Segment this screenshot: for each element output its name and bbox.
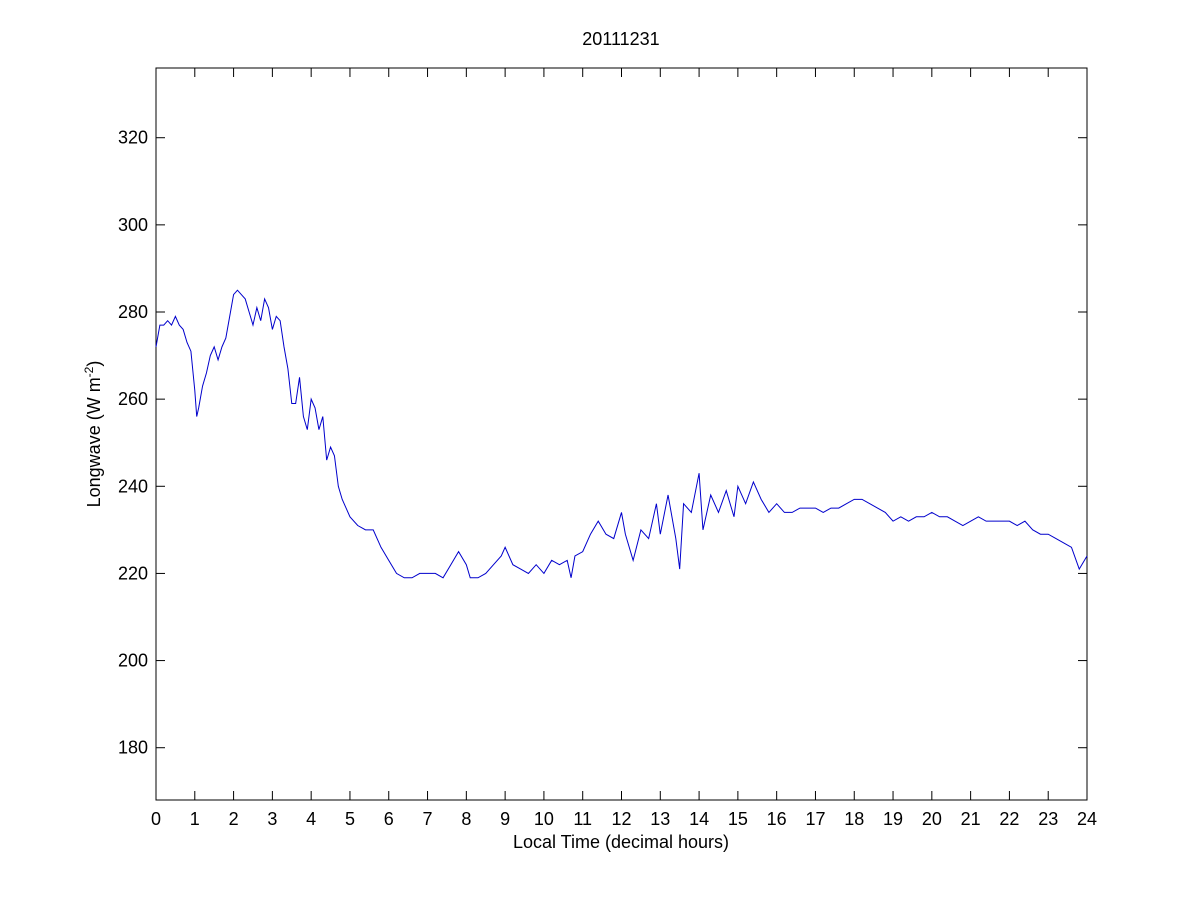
y-axis-label-superscript: -2 (82, 366, 96, 377)
y-tick-label: 300 (118, 215, 148, 235)
data-line (155, 289, 1088, 579)
x-tick-label: 16 (767, 809, 787, 829)
chart-title: 20111231 (582, 29, 659, 49)
x-tick-label: 23 (1038, 809, 1058, 829)
x-tick-label: 21 (961, 809, 981, 829)
x-tick-label: 2 (229, 809, 239, 829)
x-tick-label: 14 (689, 809, 709, 829)
plot-area (155, 67, 1088, 801)
y-tick-label: 200 (118, 651, 148, 671)
x-tick-label: 8 (461, 809, 471, 829)
x-tick-label: 13 (650, 809, 670, 829)
x-tick-label: 15 (728, 809, 748, 829)
x-tick-label: 1 (190, 809, 200, 829)
y-tick-label: 280 (118, 302, 148, 322)
y-axis-label: Longwave (W m-2) (82, 361, 104, 508)
x-tick-label: 4 (306, 809, 316, 829)
x-tick-label: 0 (151, 809, 161, 829)
x-tick-label: 10 (534, 809, 554, 829)
x-axis-label: Local Time (decimal hours) (513, 832, 729, 852)
x-tick-label: 5 (345, 809, 355, 829)
y-tick-label: 240 (118, 476, 148, 496)
x-tick-label: 17 (805, 809, 825, 829)
x-tick-label: 19 (883, 809, 903, 829)
y-axis-label-suffix: ) (84, 361, 104, 367)
x-tick-label: 20 (922, 809, 942, 829)
x-tick-label: 12 (611, 809, 631, 829)
x-tick-label: 3 (267, 809, 277, 829)
y-tick-label: 220 (118, 563, 148, 583)
y-axis-label-text: Longwave (W m (84, 377, 104, 507)
x-tick-label: 7 (423, 809, 433, 829)
y-tick-label: 260 (118, 389, 148, 409)
x-tick-label: 9 (500, 809, 510, 829)
x-tick-label: 18 (844, 809, 864, 829)
x-tick-label: 22 (999, 809, 1019, 829)
x-tick-label: 24 (1077, 809, 1097, 829)
y-tick-label: 320 (118, 128, 148, 148)
y-tick-label: 180 (118, 738, 148, 758)
x-tick-label: 6 (384, 809, 394, 829)
x-tick-label: 11 (573, 809, 592, 829)
